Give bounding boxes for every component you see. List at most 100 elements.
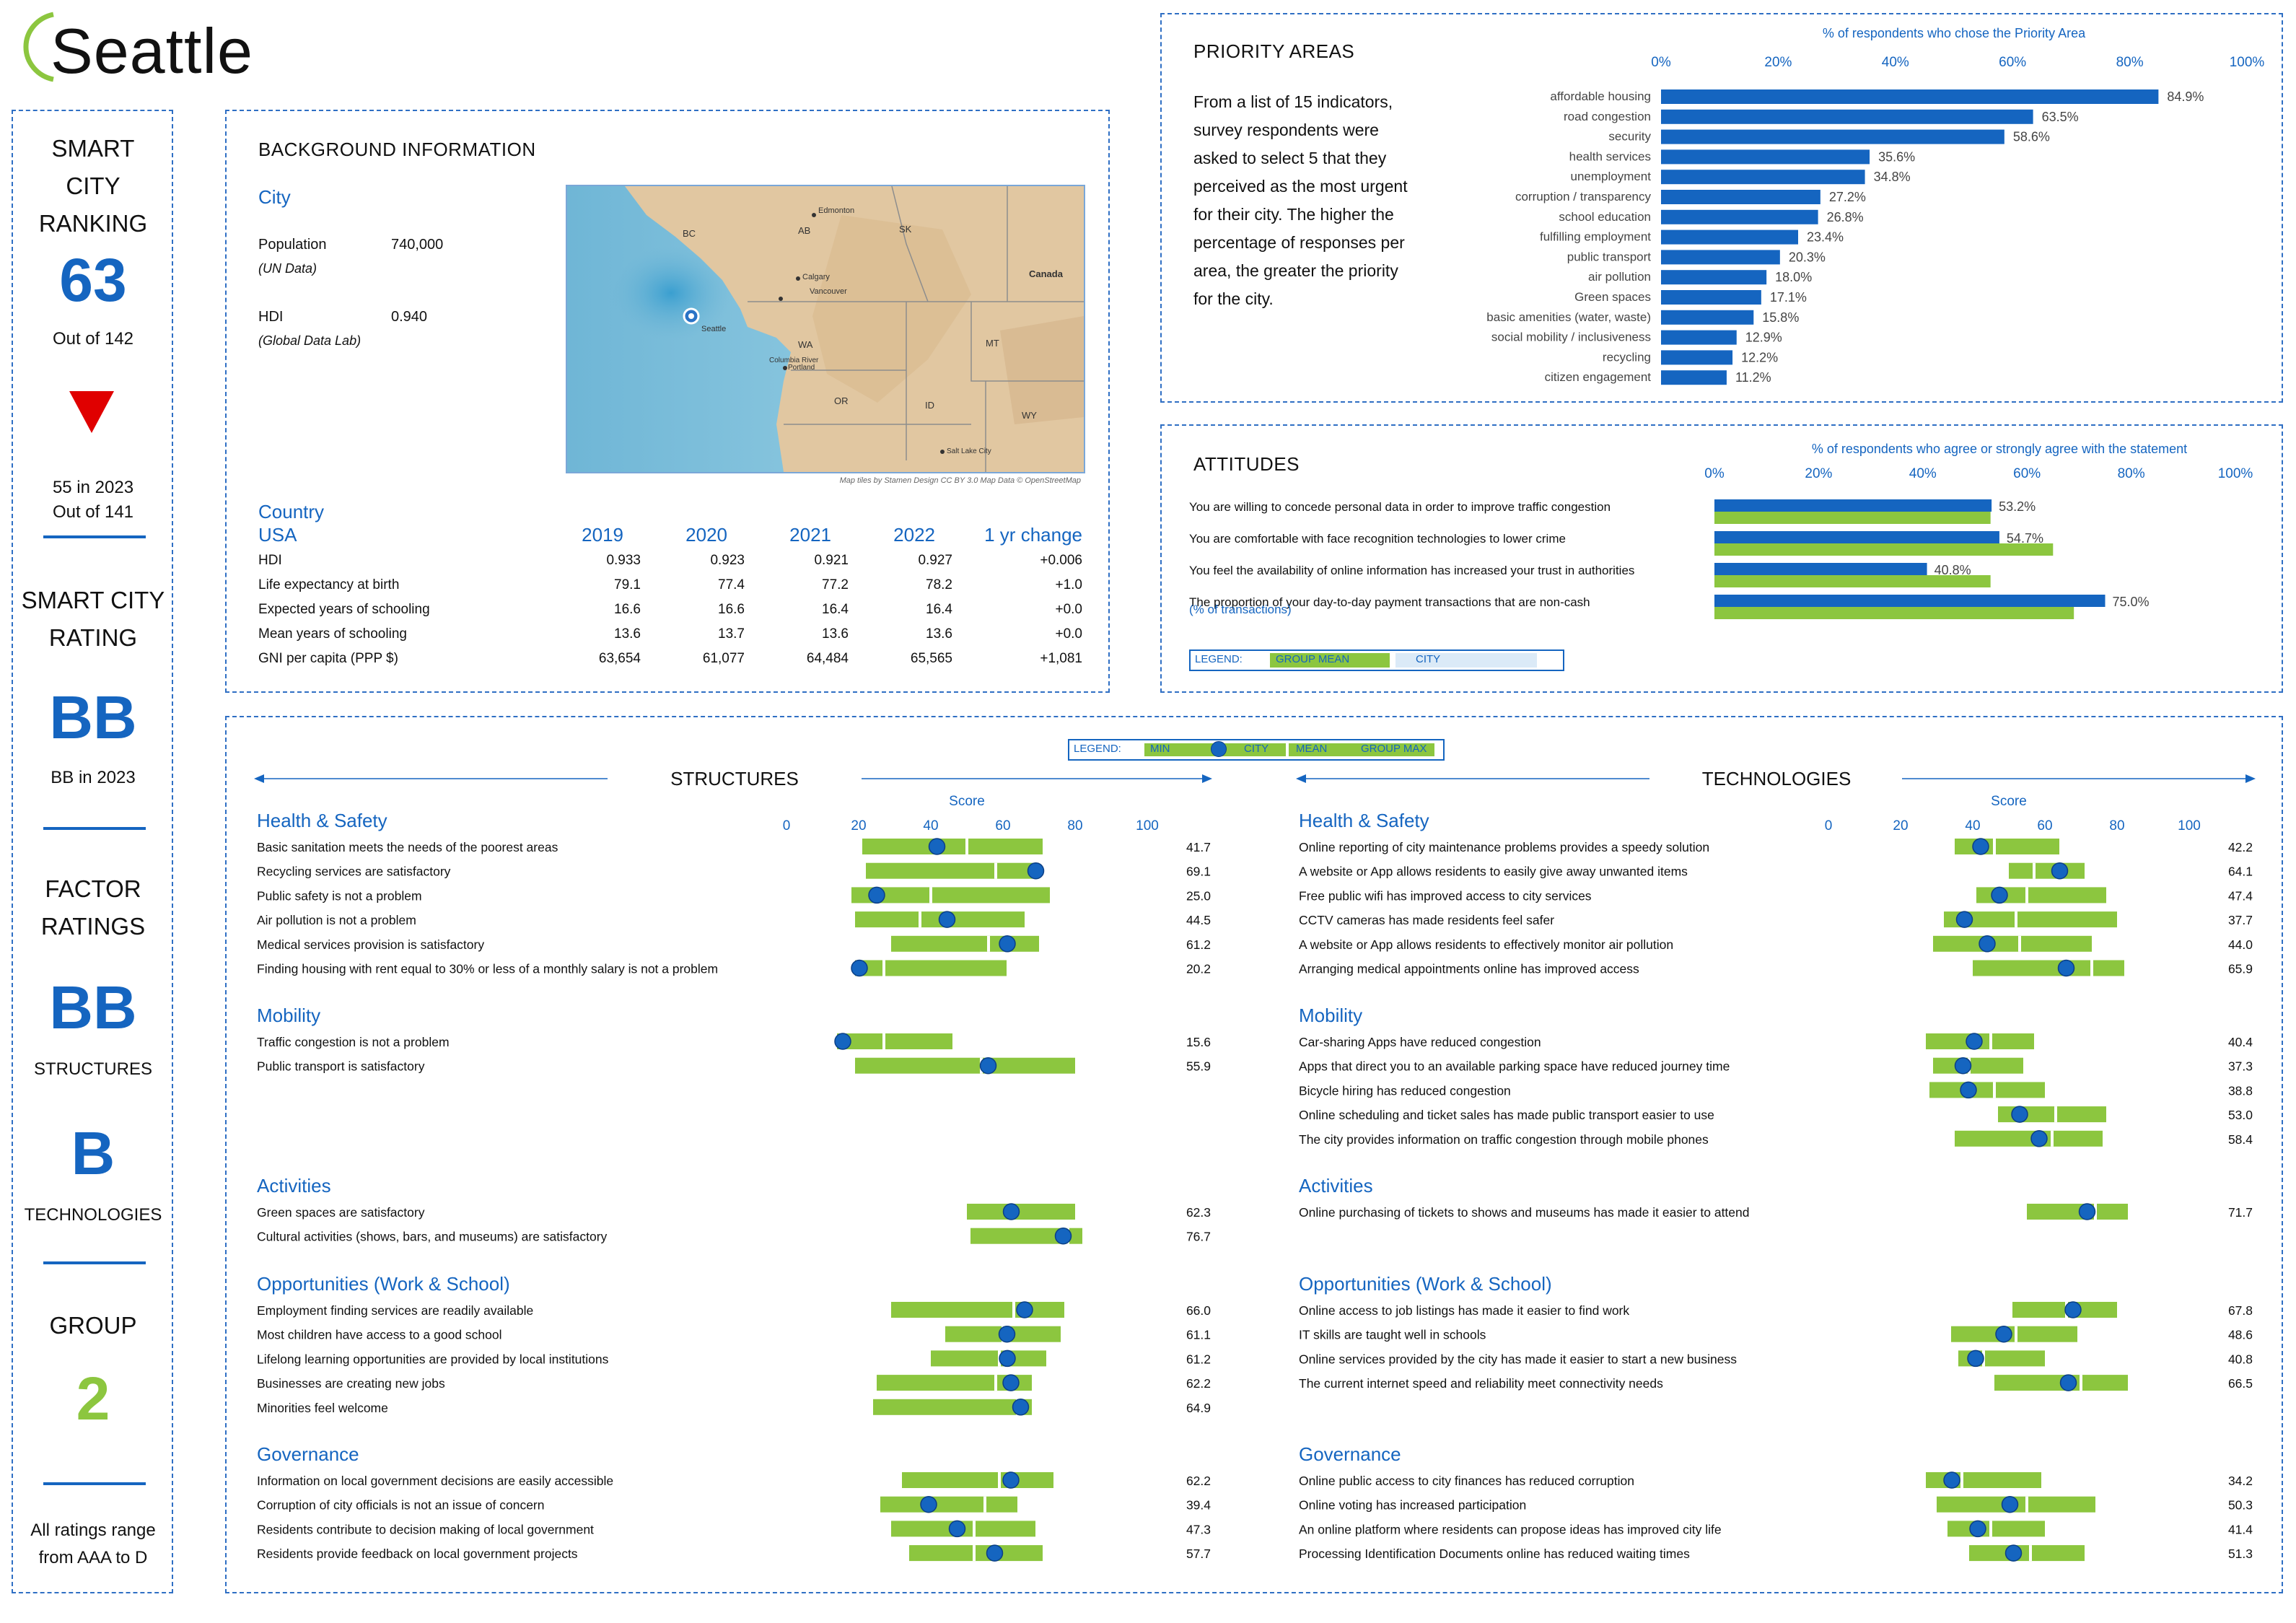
score-city-dot <box>986 1544 1004 1562</box>
rating-value: BB <box>49 683 137 751</box>
score-city-dot <box>1972 838 1989 855</box>
map-pin-icon[interactable] <box>683 307 700 325</box>
score-city-dot <box>1002 1471 1020 1489</box>
score-axis-title: Score <box>949 794 985 809</box>
score-item-label: Businesses are creating new jobs <box>257 1376 445 1391</box>
score-mean-marker <box>973 1545 976 1562</box>
score-range-bar <box>1926 1472 2041 1488</box>
score-mean-marker <box>2080 1375 2082 1391</box>
score-range-bar <box>1933 1057 2023 1074</box>
ratings-footnote: All ratings range from AAA to D <box>30 1521 156 1567</box>
attitudes-axis-title: % of respondents who agree or strongly a… <box>1812 442 2187 456</box>
prev-out-of: Out of 141 <box>52 502 134 522</box>
score-item-label: Finding housing with rent equal to 30% o… <box>257 962 718 976</box>
attitudes-tick-label: 100% <box>2218 466 2253 481</box>
attitudes-sub-label: (% of transactions) <box>1189 603 1292 616</box>
score-mean-marker <box>987 935 990 952</box>
region-map[interactable]: Edmonton AB SK BC Calgary Canada Vancouv… <box>566 185 1085 473</box>
score-range-bar <box>880 1496 1017 1513</box>
priority-value-label: 27.2% <box>1829 190 1866 204</box>
score-range-bar <box>1951 1326 2077 1342</box>
score-item-label: Bicycle hiring has reduced congestion <box>1299 1083 1511 1098</box>
rating-title: SMART CITY RATING <box>21 587 165 651</box>
attitudes-city-bar <box>1714 563 1927 575</box>
score-range-bar <box>891 1302 1064 1318</box>
priority-value-label: 26.8% <box>1827 210 1864 224</box>
score-range-bar <box>2009 862 2085 879</box>
score-range-bar <box>1973 960 2124 976</box>
score-city-dot <box>1016 1301 1033 1318</box>
row-value: 0.927 <box>918 553 952 568</box>
divider <box>43 827 146 830</box>
score-range-bar <box>970 1228 1082 1244</box>
map-label: WY <box>1022 410 1037 421</box>
score-tick-label: 100 <box>2178 818 2201 834</box>
map-label: BC <box>683 228 696 239</box>
priority-description: From a list of 15 indicators, survey res… <box>1193 92 1408 308</box>
score-value-label: 55.9 <box>1186 1059 1211 1074</box>
score-value-label: 40.8 <box>2228 1352 2253 1366</box>
score-mean-marker <box>1989 1521 1992 1537</box>
score-city-dot <box>998 1325 1016 1343</box>
group-title: GROUP <box>49 1312 137 1339</box>
score-item-label: Online purchasing of tickets to shows an… <box>1299 1205 1750 1220</box>
score-value-label: 66.0 <box>1186 1303 1211 1318</box>
arrow-right-icon <box>1202 774 1212 783</box>
attitudes-statement: You feel the availability of online info… <box>1189 564 1634 577</box>
priority-value-label: 12.2% <box>1741 350 1778 364</box>
country-row: GNI per capita (PPP $) 63,654 61,077 64,484… <box>258 647 1082 671</box>
score-item-label: Arranging medical appointments online ha… <box>1299 962 1639 976</box>
arrow-left-icon <box>1296 774 1306 783</box>
priority-category-label: corruption / transparency <box>1515 190 1652 204</box>
city-label: City <box>258 186 291 208</box>
priority-title: PRIORITY AREAS <box>1193 40 1355 62</box>
attitudes-city-bar <box>1714 595 2106 607</box>
score-tick-label: 60 <box>2037 818 2052 834</box>
row-value: 77.2 <box>822 577 849 592</box>
score-range-bar <box>851 887 1050 904</box>
score-city-dot <box>1955 911 1973 928</box>
score-city-dot <box>1995 1325 2012 1343</box>
score-city-dot <box>2064 1301 2082 1318</box>
score-group-title: Health & Safety <box>257 810 387 831</box>
priority-value-label: 18.0% <box>1775 270 1812 284</box>
map-label: Portland <box>788 364 815 372</box>
priority-category-label: health services <box>1569 149 1651 163</box>
row-value: 0.933 <box>606 553 641 568</box>
score-group-title: Governance <box>1299 1443 1401 1465</box>
score-value-label: 62.2 <box>1186 1474 1211 1488</box>
legend-city-swatch <box>1395 653 1537 668</box>
year-header: 2020 <box>685 524 727 546</box>
score-range-bar <box>1944 911 2117 928</box>
legend-label: LEGEND: <box>1195 653 1243 665</box>
map-label: OR <box>834 395 849 406</box>
row-value: 79.1 <box>614 577 641 592</box>
country-row: Mean years of schooling 13.6 13.7 13.6 13.6 +… <box>258 622 1082 647</box>
scores-legend: LEGEND: MIN CITY MEAN GROUP MAX <box>1068 739 1445 761</box>
attitudes-legend: LEGEND: GROUP MEAN CITY <box>1189 649 1564 671</box>
score-mean-marker <box>998 1472 1001 1488</box>
score-range-bar <box>1933 935 2092 952</box>
priority-bar <box>1661 170 1865 185</box>
row-value: +0.0 <box>1055 602 1082 617</box>
attitudes-group-bar <box>1714 575 1991 587</box>
score-value-label: 61.1 <box>1186 1328 1211 1342</box>
row-value: 16.4 <box>822 602 849 617</box>
attitudes-tick-label: 60% <box>2013 466 2041 481</box>
score-tick-label: 0 <box>1825 818 1833 834</box>
score-mean-marker <box>2025 1496 2028 1513</box>
map-label: Edmonton <box>818 206 855 215</box>
score-city-dot <box>2030 1130 2048 1147</box>
divider <box>43 535 146 538</box>
score-mean-marker <box>2051 1130 2054 1147</box>
row-value: 16.4 <box>926 602 952 617</box>
attitudes-statement: The proportion of your day-to-day paymen… <box>1189 595 1590 609</box>
score-range-bar <box>855 960 1007 976</box>
score-value-label: 42.2 <box>2228 840 2253 854</box>
score-value-label: 76.7 <box>1186 1230 1211 1244</box>
legend-group-label: GROUP MEAN <box>1276 653 1350 665</box>
score-value-label: 61.2 <box>1186 937 1211 952</box>
score-value-label: 15.6 <box>1186 1035 1211 1049</box>
score-city-dot <box>938 911 956 928</box>
attitudes-group-bar <box>1714 512 1991 524</box>
